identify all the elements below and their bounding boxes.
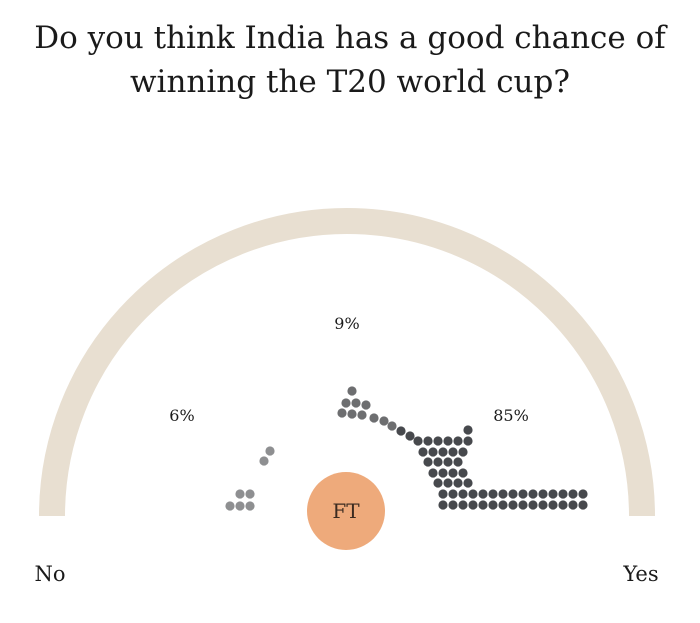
dot-yes xyxy=(558,500,568,510)
dot-yes xyxy=(438,468,448,478)
title-line-1: Do you think India has a good chance of xyxy=(34,20,666,56)
dot-yes xyxy=(498,489,508,499)
dot-yes xyxy=(463,425,473,435)
dot-yes xyxy=(448,447,458,457)
scale-label-no: No xyxy=(34,562,65,586)
group-label-yes: 85% xyxy=(493,406,529,425)
dot-yes xyxy=(568,500,578,510)
dot-yes xyxy=(528,489,538,499)
dot-yes xyxy=(418,447,428,457)
dot-yes xyxy=(468,489,478,499)
dot-middle xyxy=(379,416,389,426)
dot-middle xyxy=(357,410,367,420)
dot-yes xyxy=(468,500,478,510)
dot-yes xyxy=(433,436,443,446)
scale-arc xyxy=(39,208,655,517)
dot-yes xyxy=(433,457,443,467)
dot-yes xyxy=(548,489,558,499)
dot-cluster xyxy=(225,386,588,511)
dot-middle xyxy=(369,413,379,423)
dot-yes xyxy=(568,489,578,499)
dot-yes xyxy=(453,436,463,446)
dot-yes xyxy=(428,468,438,478)
dot-yes xyxy=(498,500,508,510)
dot-yes xyxy=(453,457,463,467)
dot-no xyxy=(245,501,255,511)
dot-yes xyxy=(558,489,568,499)
dot-yes xyxy=(448,489,458,499)
dot-yes xyxy=(488,489,498,499)
dot-yes xyxy=(448,468,458,478)
group-label-middle: 9% xyxy=(334,314,359,333)
dot-middle xyxy=(387,421,397,431)
dot-middle xyxy=(361,400,371,410)
group-label-no: 6% xyxy=(169,406,194,425)
dot-yes xyxy=(443,436,453,446)
dot-middle xyxy=(341,398,351,408)
dot-yes xyxy=(405,431,415,441)
dot-yes xyxy=(438,447,448,457)
ft-badge xyxy=(307,472,385,550)
dot-yes xyxy=(458,500,468,510)
dot-yes xyxy=(438,489,448,499)
dot-yes xyxy=(428,447,438,457)
dot-yes xyxy=(423,457,433,467)
dot-yes xyxy=(433,478,443,488)
dot-middle xyxy=(347,409,357,419)
dot-middle xyxy=(347,386,357,396)
dot-yes xyxy=(578,500,588,510)
dot-no xyxy=(235,489,245,499)
dot-yes xyxy=(578,489,588,499)
dot-yes xyxy=(463,436,473,446)
title-line-2: winning the T20 world cup? xyxy=(130,64,570,100)
chart-title: Do you think India has a good chance of … xyxy=(0,16,700,104)
dot-yes xyxy=(478,500,488,510)
dot-no xyxy=(259,456,269,466)
scale-label-yes: Yes xyxy=(622,562,658,586)
ft-badge-label: FT xyxy=(332,499,360,523)
dot-yes xyxy=(538,489,548,499)
dot-yes xyxy=(508,500,518,510)
dot-yes xyxy=(488,500,498,510)
dot-yes xyxy=(438,500,448,510)
dot-yes xyxy=(453,478,463,488)
dot-yes xyxy=(463,478,473,488)
dot-yes xyxy=(548,500,558,510)
dot-no xyxy=(225,501,235,511)
dot-yes xyxy=(518,489,528,499)
dot-yes xyxy=(458,468,468,478)
dot-yes xyxy=(518,500,528,510)
dot-yes xyxy=(443,478,453,488)
dot-yes xyxy=(423,436,433,446)
dot-yes xyxy=(413,436,423,446)
dot-yes xyxy=(478,489,488,499)
dot-yes xyxy=(508,489,518,499)
dot-no xyxy=(235,501,245,511)
dot-yes xyxy=(538,500,548,510)
dot-yes xyxy=(458,489,468,499)
dot-yes xyxy=(396,426,406,436)
dot-middle xyxy=(337,408,347,418)
dot-no xyxy=(265,446,275,456)
dot-yes xyxy=(458,447,468,457)
dot-yes xyxy=(443,457,453,467)
dot-yes xyxy=(448,500,458,510)
dot-no xyxy=(245,489,255,499)
dot-middle xyxy=(351,398,361,408)
dot-yes xyxy=(528,500,538,510)
